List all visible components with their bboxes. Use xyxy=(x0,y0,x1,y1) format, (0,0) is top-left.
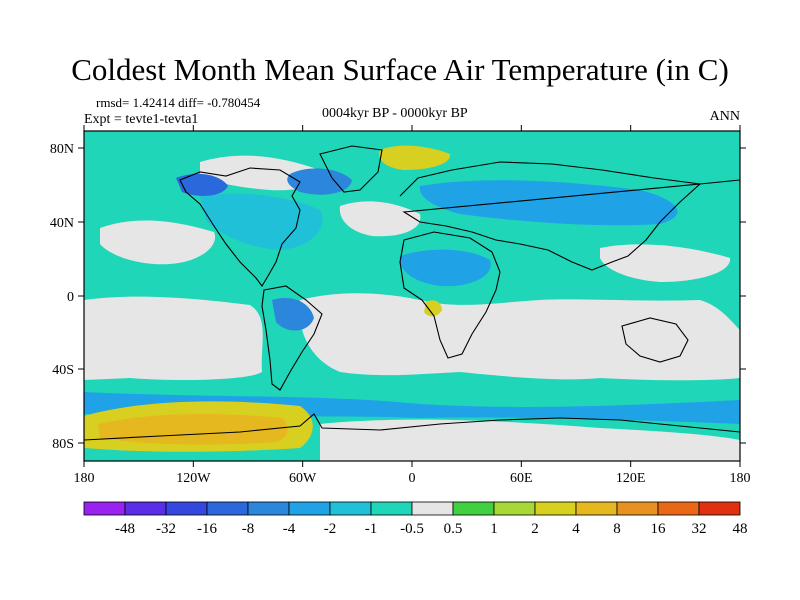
neutral-zone-tropics-atlantic-indian xyxy=(299,293,740,381)
coastlines xyxy=(84,145,740,441)
coastline-antarctica xyxy=(84,413,740,441)
colorbar-label: -48 xyxy=(115,521,135,537)
lon-label: 60W xyxy=(289,471,317,486)
coastline-australia xyxy=(621,317,689,363)
colorbar-swatch xyxy=(657,501,700,516)
colorbar-swatch xyxy=(329,501,372,516)
figure-title: Coldest Month Mean Surface Air Temperatu… xyxy=(71,52,729,87)
map-axes: 80N 40N 0 40S 80S 180 120W 60W 0 60E 120E 180 xyxy=(50,125,751,486)
neutral-zone-atlantic-north xyxy=(339,201,421,237)
colorbar-swatch xyxy=(493,501,536,516)
period-label: 0004kyr BP - 0000kyr BP xyxy=(322,106,468,121)
neutral-zone-south-pacific xyxy=(84,296,263,380)
colorbar-label: -0.5 xyxy=(400,521,424,537)
coastline-europe-asia xyxy=(399,161,740,271)
warm-anomaly-greenland xyxy=(379,145,451,170)
lon-label: 60E xyxy=(510,471,533,486)
colorbar-label: 1 xyxy=(490,521,498,537)
colorbar-swatch xyxy=(452,501,495,516)
colorbar-swatch xyxy=(698,501,741,516)
neutral-zone-north-pacific xyxy=(100,220,216,265)
season-label: ANN xyxy=(709,109,740,124)
colorbar-label: 16 xyxy=(651,521,667,537)
colorbar-swatch xyxy=(575,501,618,516)
colorbar-swatch xyxy=(411,501,454,516)
cool-spot-canada xyxy=(176,173,228,196)
lat-label: 40S xyxy=(52,363,74,378)
colorbar-swatch xyxy=(206,501,249,516)
colorbar-swatch xyxy=(247,501,290,516)
coastline-africa xyxy=(399,231,501,359)
colorbar-label: 32 xyxy=(692,521,707,537)
colorbar-swatch xyxy=(370,501,413,516)
colorbar-label: -2 xyxy=(324,521,337,537)
coastline-south-america xyxy=(261,285,323,391)
lat-label: 40N xyxy=(50,216,74,231)
lat-label: 0 xyxy=(67,290,74,305)
colorbar-label: 0.5 xyxy=(444,521,463,537)
colorbar-swatch xyxy=(124,501,167,516)
cool-band-sahara xyxy=(399,249,491,287)
colorbar: -48 -32 -16 -8 -4 -2 -1 -0.5 0.5 1 2 4 8 16 32 48 xyxy=(83,501,748,537)
colorbar-swatch xyxy=(534,501,577,516)
coastline-greenland xyxy=(319,145,383,193)
lon-label: 0 xyxy=(409,471,416,486)
cool-band-eurasia xyxy=(419,180,678,226)
neutral-zone-asia xyxy=(600,244,731,282)
colorbar-label: 2 xyxy=(531,521,539,537)
colorbar-swatch xyxy=(165,501,208,516)
colorbar-swatch xyxy=(616,501,659,516)
cool-spot-south-america xyxy=(272,298,314,331)
lon-label: 180 xyxy=(730,471,751,486)
experiment-label: Expt = tevte1-tevta1 xyxy=(84,112,199,127)
rmsd-diff-stats: rmsd= 1.42414 diff= -0.780454 xyxy=(96,95,261,110)
lon-label: 120W xyxy=(176,471,211,486)
colorbar-label: -1 xyxy=(365,521,378,537)
temperature-field xyxy=(84,131,740,461)
lon-label: 180 xyxy=(74,471,95,486)
colorbar-swatch xyxy=(288,501,331,516)
cool-spot-arctic-north xyxy=(287,168,352,195)
lat-label: 80N xyxy=(50,142,74,157)
colorbar-label: -16 xyxy=(197,521,217,537)
lon-label: 120E xyxy=(616,471,646,486)
colorbar-swatch xyxy=(83,501,126,516)
cool-band-north-america xyxy=(200,193,323,250)
colorbar-label: -8 xyxy=(242,521,255,537)
colorbar-label: -4 xyxy=(283,521,296,537)
lat-label: 80S xyxy=(52,437,74,452)
warm-spot-africa xyxy=(424,300,442,317)
neutral-zone-antarctic xyxy=(320,419,740,461)
coastline-north-america xyxy=(179,167,301,287)
colorbar-label: 8 xyxy=(613,521,621,537)
colorbar-label: 4 xyxy=(572,521,580,537)
colorbar-label: -32 xyxy=(156,521,176,537)
colorbar-label: 48 xyxy=(733,521,748,537)
